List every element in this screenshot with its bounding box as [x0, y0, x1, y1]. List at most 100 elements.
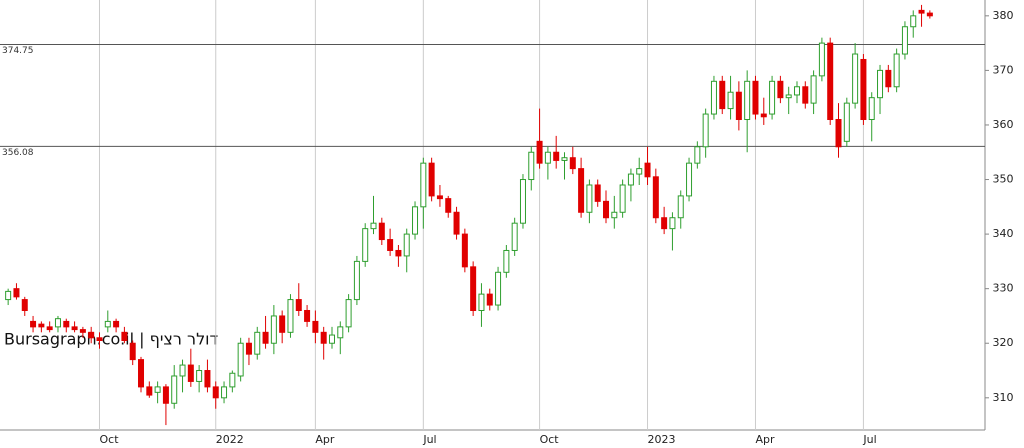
- candle-body: [221, 386, 228, 399]
- candle-body: [445, 198, 452, 213]
- candle-body: [312, 320, 319, 333]
- candle-body: [154, 386, 161, 393]
- candle-body: [353, 260, 360, 301]
- candle-body: [345, 299, 352, 328]
- candle-body: [760, 113, 767, 118]
- candle-body: [171, 375, 178, 404]
- candle-body: [636, 168, 643, 175]
- candle-body: [901, 26, 908, 55]
- candle-body: [79, 329, 86, 333]
- candle-body: [387, 239, 394, 251]
- candle-body: [868, 97, 875, 121]
- candle-body: [569, 157, 576, 170]
- candle-body: [337, 326, 344, 339]
- candle-body: [885, 69, 892, 88]
- candle-body: [686, 162, 693, 197]
- candle-body: [204, 370, 211, 388]
- candle-body: [478, 293, 485, 311]
- y-tick-label: 320: [993, 336, 1014, 349]
- y-tick-label: 310: [993, 391, 1014, 404]
- candle-body: [370, 222, 377, 230]
- y-tick-label: 370: [993, 63, 1014, 76]
- candle-body: [279, 315, 286, 333]
- candle-body: [710, 80, 717, 115]
- candle-body: [13, 288, 20, 298]
- candle-body: [295, 299, 302, 311]
- candle-body: [511, 222, 518, 251]
- x-tick-label: Apr: [755, 433, 775, 446]
- x-tick-label: 2023: [648, 433, 676, 446]
- candle-body: [420, 162, 427, 208]
- candle-body: [395, 249, 402, 257]
- candle-body: [54, 318, 61, 328]
- candle-body: [63, 320, 70, 328]
- y-tick-label: 350: [993, 173, 1014, 186]
- candle-body: [910, 15, 917, 28]
- candle-body: [561, 157, 568, 161]
- candle-body: [802, 86, 809, 104]
- candle-body: [262, 331, 269, 344]
- candle-body: [852, 53, 859, 104]
- candle-body: [503, 249, 510, 273]
- candle-body: [519, 179, 526, 224]
- candle-body: [129, 342, 136, 361]
- candle-body: [88, 331, 95, 339]
- x-tick-label: Oct: [99, 433, 119, 446]
- level-label: 374.75: [2, 46, 34, 56]
- candle-body: [843, 102, 850, 142]
- candle-body: [611, 211, 618, 219]
- candle-body: [702, 113, 709, 148]
- candle-body: [461, 233, 468, 268]
- candle-body: [328, 334, 335, 344]
- candle-body: [245, 342, 252, 355]
- candle-body: [926, 12, 933, 17]
- candle-body: [104, 320, 111, 328]
- x-tick-label: 2022: [216, 433, 244, 446]
- candle-body: [603, 200, 610, 219]
- candle-body: [212, 386, 219, 399]
- watermark: Bursagraph.co.il | דולר רציף: [4, 330, 219, 349]
- candle-body: [735, 91, 742, 121]
- candle-body: [113, 320, 120, 328]
- candle-body: [528, 151, 535, 181]
- candle-body: [362, 228, 369, 262]
- candle-body: [436, 195, 443, 200]
- candle-body: [187, 364, 194, 382]
- candle-body: [486, 293, 493, 306]
- x-tick-label: Jul: [422, 433, 436, 446]
- candle-body: [835, 119, 842, 148]
- candle-body: [237, 342, 244, 377]
- candle-body: [453, 211, 460, 235]
- candle-body: [694, 146, 701, 164]
- candle-body: [412, 206, 419, 235]
- candle-body: [287, 299, 294, 333]
- candle-body: [644, 162, 651, 178]
- x-tick-label: Jul: [862, 433, 876, 446]
- candle-body: [196, 370, 203, 382]
- candle-body: [304, 309, 311, 322]
- candle-body: [121, 331, 128, 342]
- candle-body: [21, 299, 28, 311]
- candle-body: [138, 359, 145, 388]
- candle-body: [553, 151, 560, 161]
- candle-body: [46, 326, 53, 331]
- candle-body: [495, 271, 502, 306]
- candle-body: [619, 184, 626, 213]
- x-tick-label: Oct: [540, 433, 560, 446]
- candle-body: [378, 222, 385, 241]
- y-tick-label: 330: [993, 282, 1014, 295]
- y-tick-label: 380: [993, 9, 1014, 22]
- candle-body: [669, 217, 676, 230]
- candle-body: [652, 176, 659, 219]
- candle-body: [96, 337, 103, 342]
- candle-body: [810, 75, 817, 104]
- candle-body: [578, 168, 585, 213]
- candle-body: [661, 217, 668, 230]
- candle-body: [860, 58, 867, 121]
- candle-body: [893, 53, 900, 88]
- candle-body: [727, 91, 734, 110]
- candle-body: [403, 233, 410, 257]
- candle-body: [586, 184, 593, 213]
- candle-body: [744, 80, 751, 121]
